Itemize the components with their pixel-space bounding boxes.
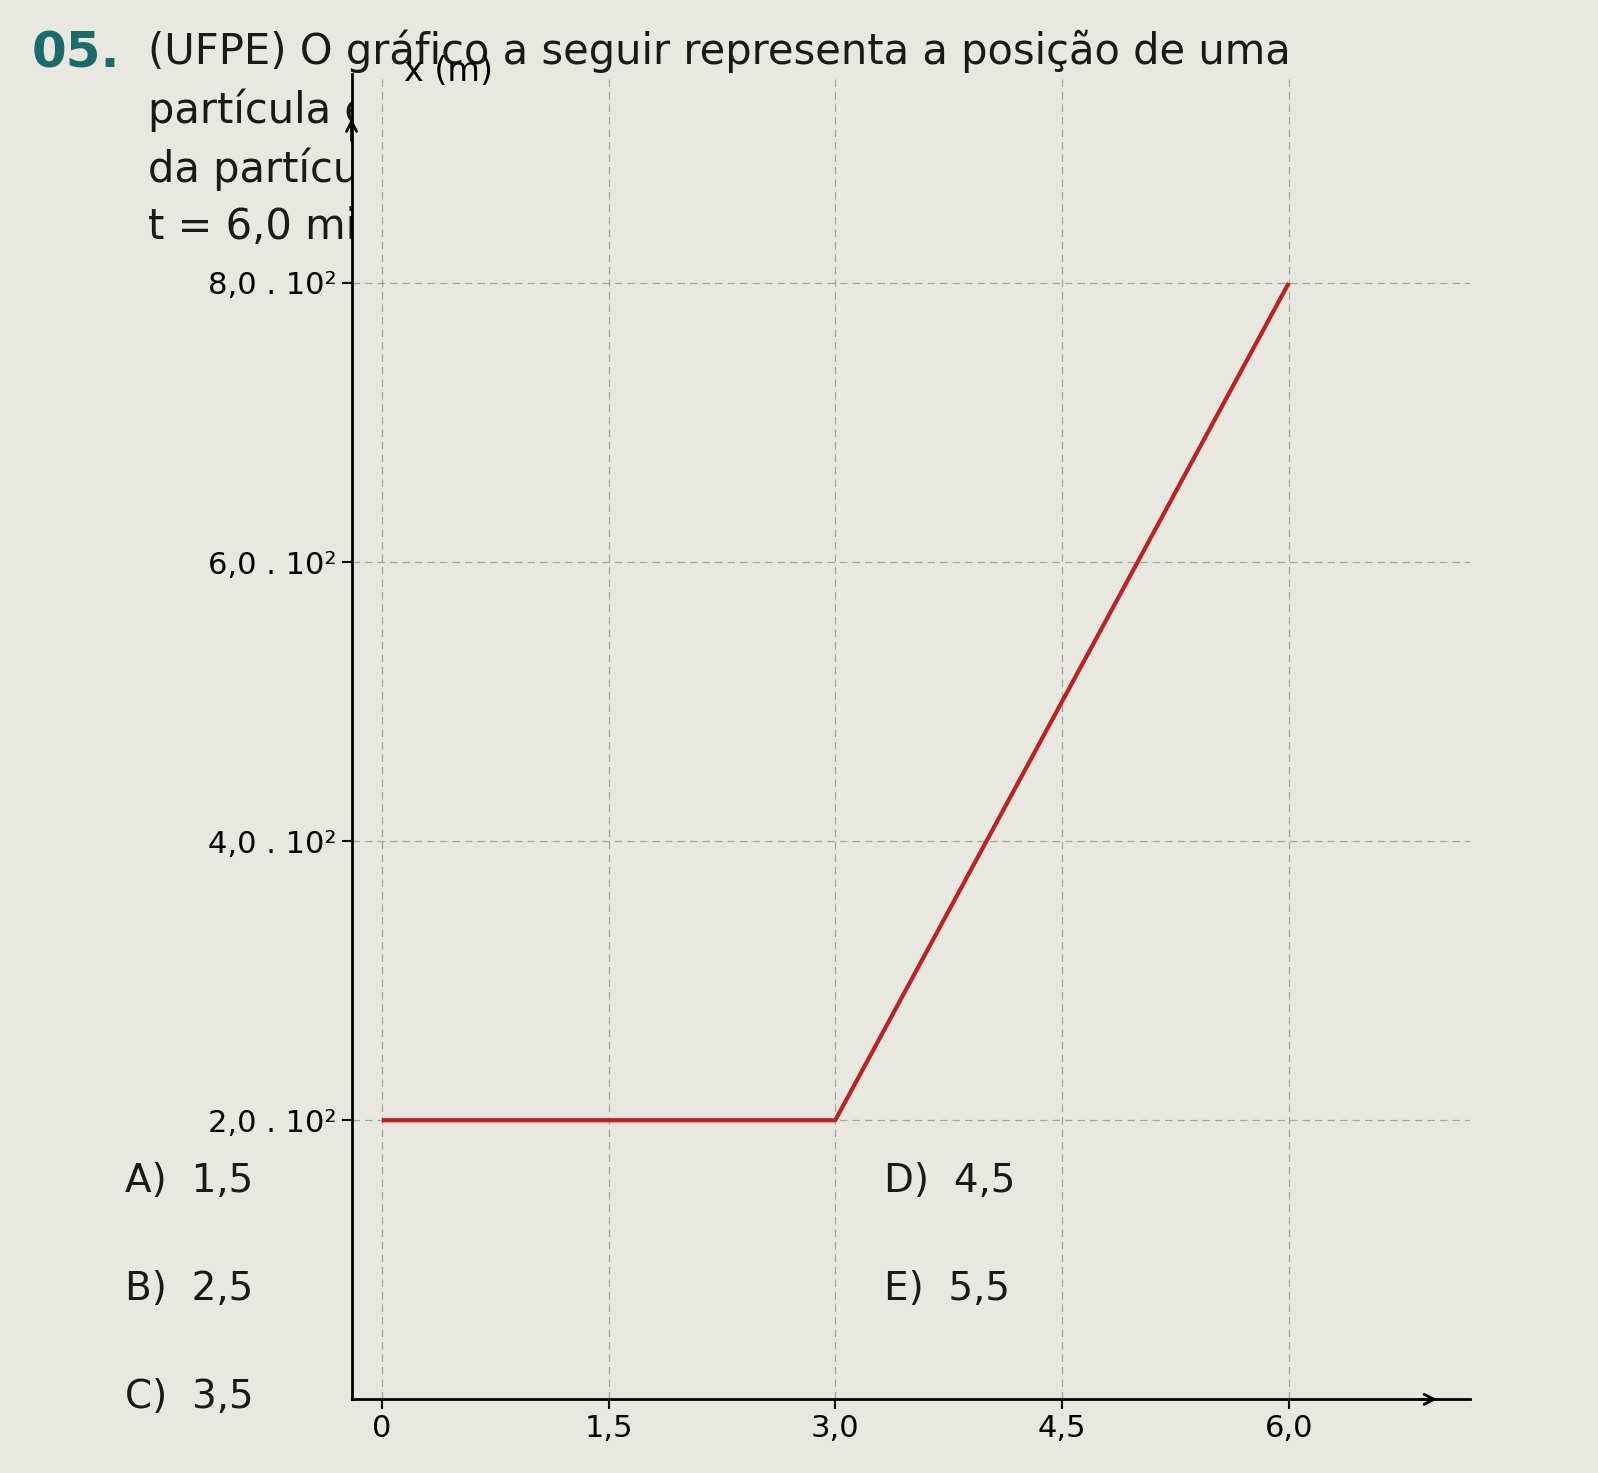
Text: x (m): x (m) bbox=[404, 55, 494, 87]
Text: A)  1,5: A) 1,5 bbox=[125, 1162, 252, 1200]
Text: C)  3,5: C) 3,5 bbox=[125, 1379, 254, 1417]
Text: (UFPE) O gráfico a seguir representa a posição de uma
partícula em função do tem: (UFPE) O gráfico a seguir representa a p… bbox=[149, 29, 1320, 247]
Text: B)  2,5: B) 2,5 bbox=[125, 1270, 252, 1308]
Text: 05.: 05. bbox=[32, 29, 120, 78]
Text: D)  4,5: D) 4,5 bbox=[885, 1162, 1016, 1200]
Text: E)  5,5: E) 5,5 bbox=[885, 1270, 1010, 1308]
